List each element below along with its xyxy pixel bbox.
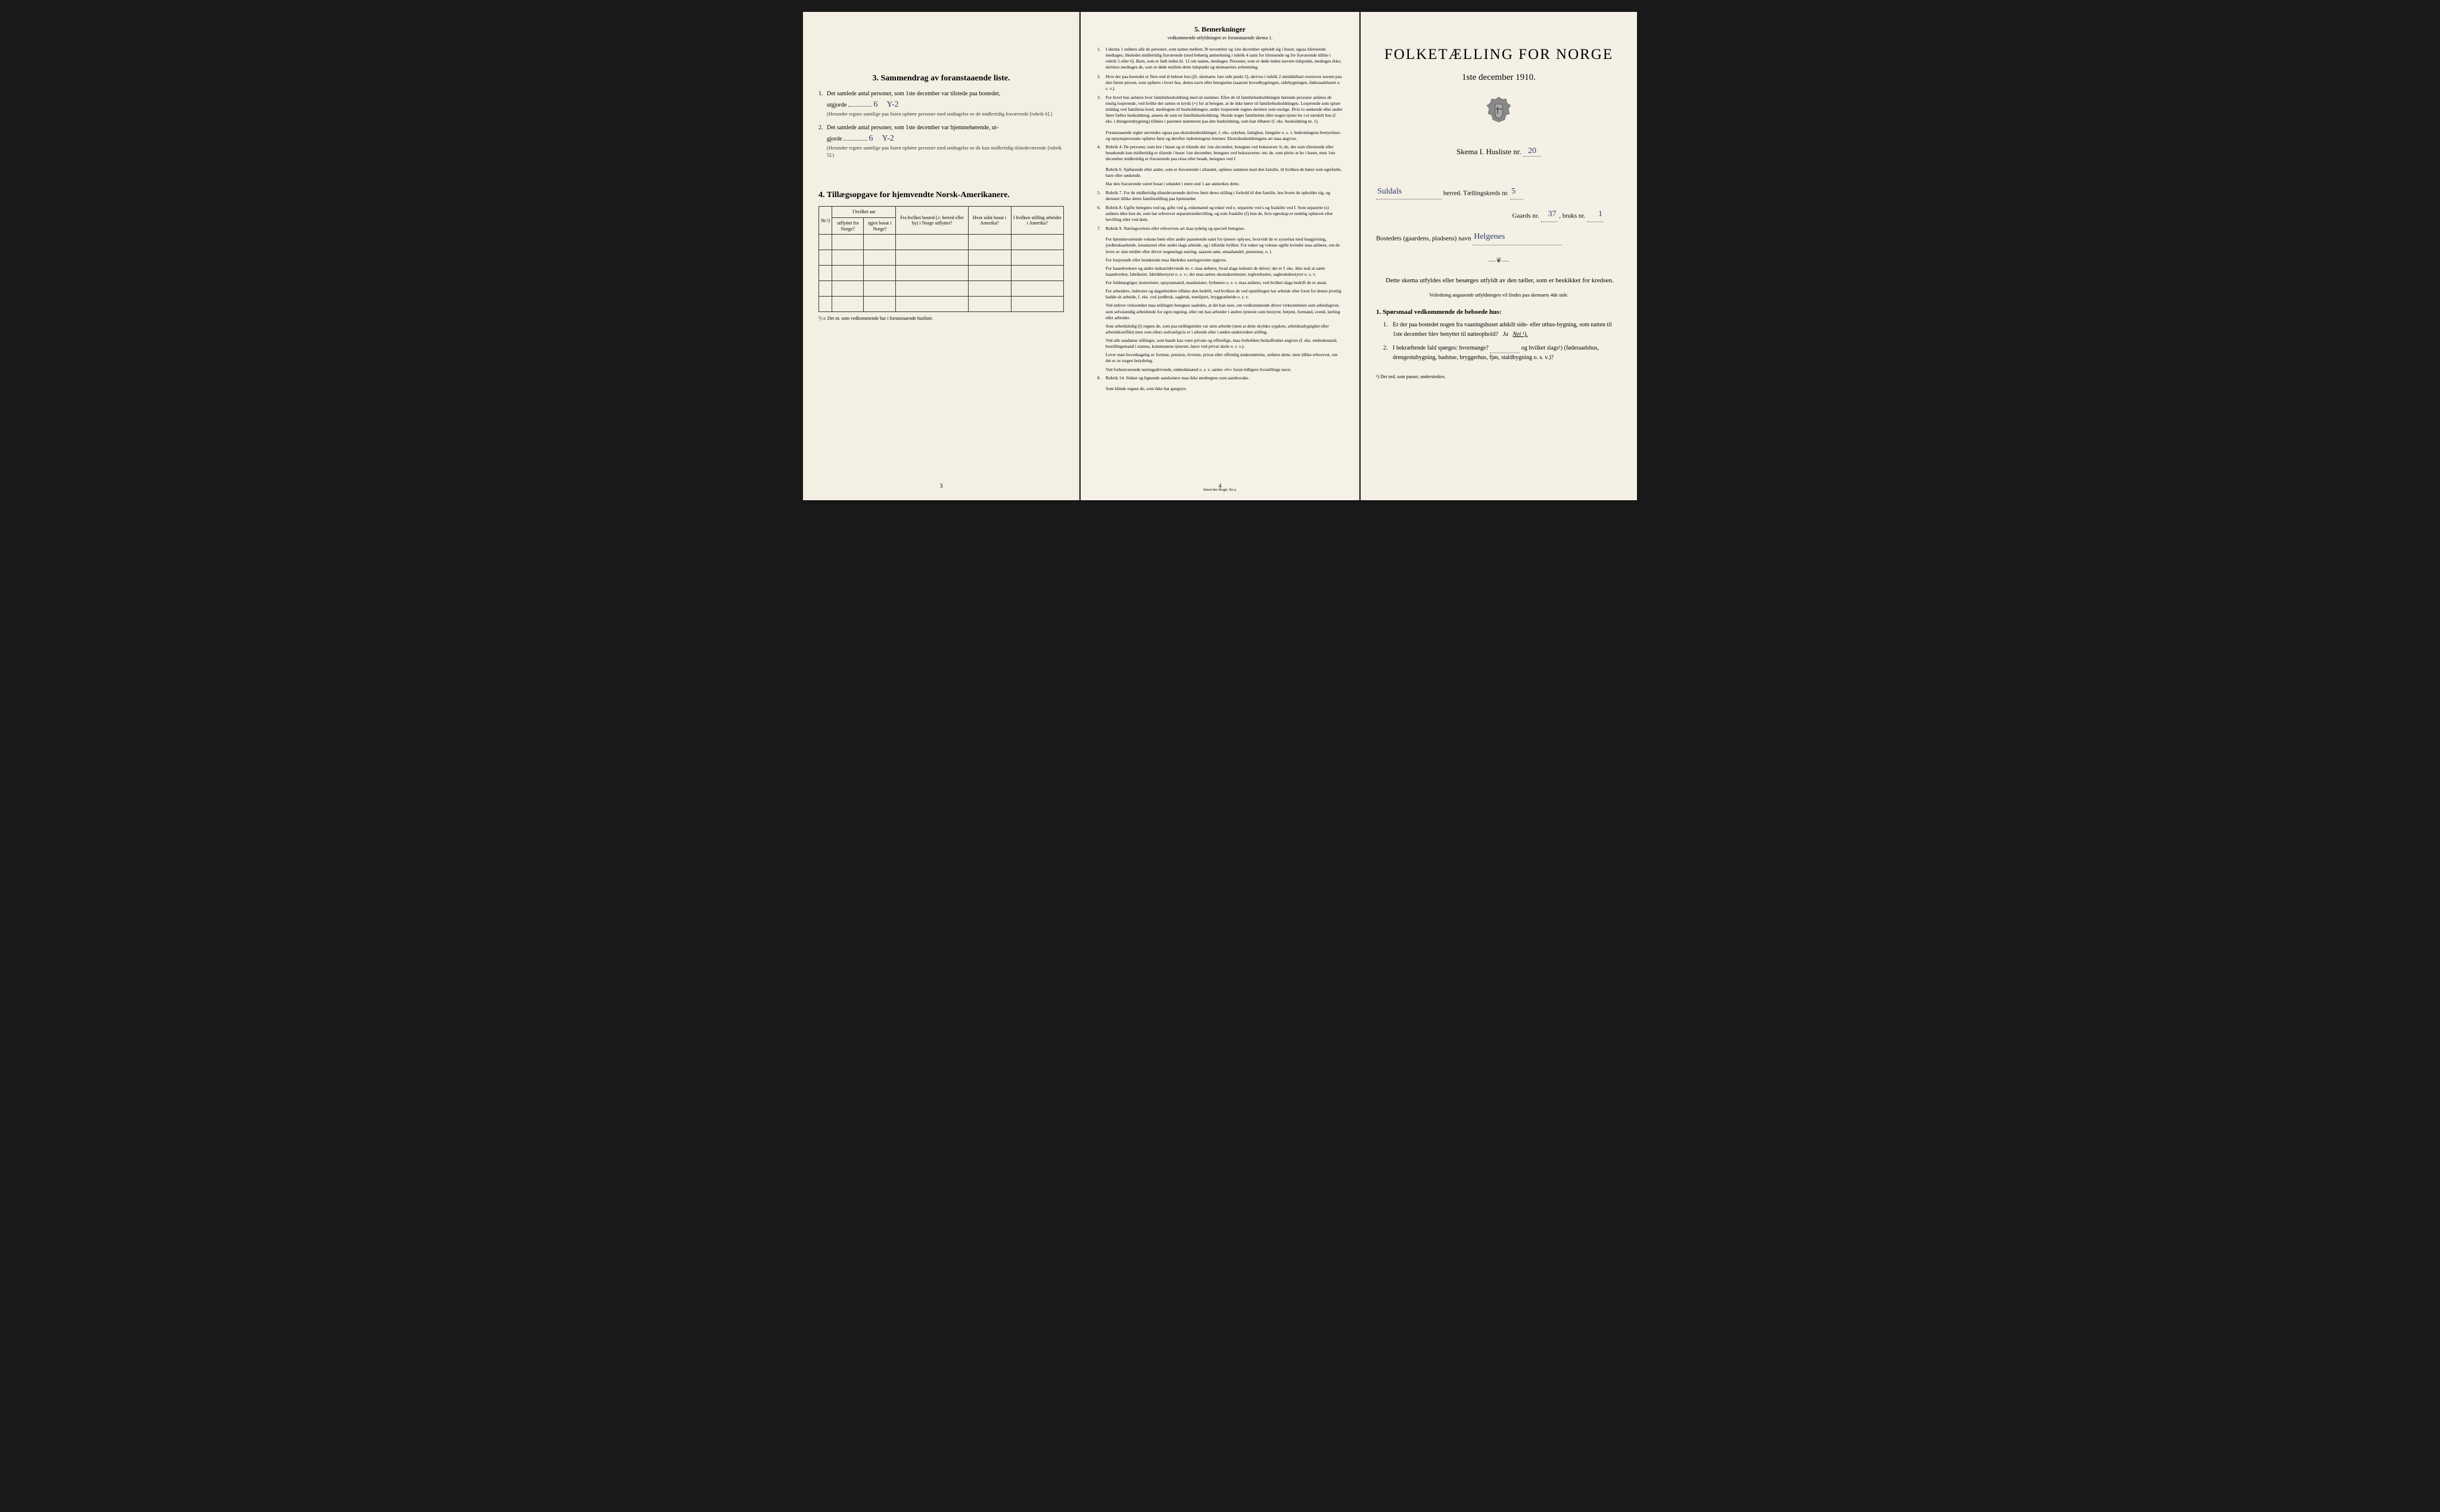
table-row	[819, 266, 1064, 281]
page-3: 3. Sammendrag av foranstaaende liste. 1.…	[803, 12, 1079, 500]
kreds-value: 5	[1510, 184, 1523, 199]
col-position: I hvilken stilling arbeidet i Amerika?	[1011, 207, 1064, 235]
remark-7k: Ved forhenværende næringsdrivende, embed…	[1106, 367, 1343, 373]
page3-footnote: ¹) Det ord, som passer, understrekes.	[1376, 374, 1622, 379]
instruction-sub: Veiledning angaaende utfyldningen vil fi…	[1376, 292, 1622, 298]
item2-pretext: Det samlede antal personer, som 1ste dec…	[827, 124, 998, 131]
item2-value: 6	[869, 134, 873, 143]
husliste-nr: 20	[1523, 146, 1541, 157]
col-returned: igjen bosat i Norge?	[864, 218, 896, 235]
remark-6: 6.Rubrik 8. Ugifte betegnes ved ug, gift…	[1097, 205, 1343, 223]
remarks-subtitle: vedkommende utfyldningen av foranstaaend…	[1097, 35, 1343, 40]
remark-7c: For losjerende eller besøkende maa likel…	[1106, 257, 1343, 263]
coat-of-arms-icon	[1376, 96, 1622, 132]
summary-item-2: 2. Det samlede antal personer, som 1ste …	[818, 123, 1064, 158]
table-footnote: ¹) ɔ: Det nr. som vedkommende har i fora…	[818, 316, 1064, 321]
answer-ja: Ja	[1502, 331, 1508, 338]
remark-3b: Foranstaaende regler anvendes ogsaa paa …	[1106, 130, 1343, 142]
item1-note: (Herunder regnes samtlige paa listen opf…	[827, 111, 1064, 117]
col-where: Hvor sidst bosat i Amerika?	[968, 207, 1011, 235]
remark-7e: For fuldmægtiger, kontorister, opsynsmæn…	[1106, 280, 1343, 286]
table-row	[819, 250, 1064, 266]
remark-2: 2.Hvis der paa bostedet er flere end ét …	[1097, 74, 1343, 92]
census-date: 1ste december 1910.	[1376, 73, 1622, 83]
item2-value2: Y-2	[882, 134, 894, 143]
remark-7f: For arbeidere, inderster og dagarbeidere…	[1106, 288, 1343, 300]
page-1-title: FOLKETÆLLING FOR NORGE 1ste december 191…	[1361, 12, 1637, 500]
bruks-value: 1	[1587, 207, 1604, 222]
remark-3: 3.For hvert hus anføres hver familiehush…	[1097, 95, 1343, 127]
table-row	[819, 281, 1064, 297]
census-title: FOLKETÆLLING FOR NORGE	[1376, 46, 1622, 63]
skema-line: Skema I. Husliste nr. 20	[1376, 146, 1622, 157]
summary-item-1: 1. Det samlede antal personer, som 1ste …	[818, 89, 1064, 117]
remark-5: 5.Rubrik 7. For de midlertidig tilstedev…	[1097, 190, 1343, 202]
section-4-heading: 4. Tillægsopgave for hjemvendte Norsk-Am…	[818, 191, 1064, 200]
herred-line: Suldals herred. Tællingskreds nr. 5	[1376, 184, 1622, 199]
col-emigrated: utflyttet fra Norge?	[832, 218, 864, 235]
remark-7i: Ved alle saadanne stillinger, som baade …	[1106, 338, 1343, 350]
emigrant-table: Nr.¹) I hvilket aar Fra hvilket bosted (…	[818, 206, 1064, 312]
remark-8: 8.Rubrik 14. Sinker og lignende aandsslø…	[1097, 375, 1343, 383]
gaards-value: 37	[1541, 207, 1558, 222]
remark-4c: Har den fraværende været bosat i utlande…	[1106, 181, 1343, 187]
gaards-line: Gaards nr. 37 , bruks nr. 1	[1376, 207, 1622, 222]
section-3-heading: 3. Sammendrag av foranstaaende liste.	[818, 74, 1064, 83]
remark-7g: Ved enhver virksomhet maa stillingen bet…	[1106, 303, 1343, 320]
remarks-heading: 5. Bemerkninger	[1097, 25, 1343, 34]
remark-7d: For haandverkere og andre industridriven…	[1106, 266, 1343, 278]
bosted-value: Helgenes	[1474, 232, 1505, 241]
page-number: 3	[940, 483, 943, 490]
page-4: 5. Bemerkninger vedkommende utfyldningen…	[1081, 12, 1359, 500]
item2-label: gjorde	[827, 136, 842, 142]
herred-value: Suldals	[1377, 187, 1402, 196]
question-2: 2. I bekræftende fald spørges: hvormange…	[1383, 344, 1622, 362]
remark-7b: For hjemmeværende voksne børn eller andr…	[1106, 236, 1343, 254]
table-row	[819, 297, 1064, 312]
table-row	[819, 235, 1064, 250]
instruction-text: Dette skema utfyldes eller besørges utfy…	[1376, 276, 1622, 286]
remark-7h: Som arbeidsledig (l) regnes de, som paa …	[1106, 323, 1343, 335]
item1-value: 6	[873, 100, 877, 109]
item1-pretext: Det samlede antal personer, som 1ste dec…	[827, 91, 1000, 97]
remark-4: 4.Rubrik 4. De personer, som bor i huset…	[1097, 144, 1343, 164]
col-year-group: I hvilket aar	[832, 207, 896, 218]
item1-value2: Y-2	[886, 100, 898, 109]
printer-mark: Steen'ske Bogtr. Kr.a.	[1203, 488, 1237, 492]
remark-1: 1.I skema 1 anføres alle de personer, so…	[1097, 46, 1343, 71]
remark-8b: Som blinde regnes de, som ikke har gangs…	[1106, 386, 1343, 392]
bosted-line: Bostedets (gaardens, pladsens) navn Helg…	[1376, 229, 1622, 245]
remark-4b: Rubrik 6. Sjøfarende eller andre, som er…	[1106, 167, 1343, 179]
item1-label: utgjorde	[827, 102, 846, 108]
census-document: 3. Sammendrag av foranstaaende liste. 1.…	[803, 12, 1637, 500]
item2-note: (Herunder regnes samtlige paa listen opf…	[827, 145, 1064, 158]
question-1: 1. Er der paa bostedet nogen fra vaaning…	[1383, 320, 1622, 339]
ornament-icon: ―❦―	[1376, 256, 1622, 265]
remark-7j: Lever man hovedsagelig av formue, pensio…	[1106, 352, 1343, 364]
col-nr: Nr.¹)	[819, 207, 832, 235]
question-heading: 1. Spørsmaal vedkommende de beboede hus:	[1376, 308, 1622, 316]
answer-nei: Nei ¹).	[1512, 331, 1527, 338]
remark-7: 7.Rubrik 9. Næringsveiens eller erhverve…	[1097, 226, 1343, 233]
col-from: Fra hvilket bosted (ɔ: herred eller by) …	[896, 207, 968, 235]
